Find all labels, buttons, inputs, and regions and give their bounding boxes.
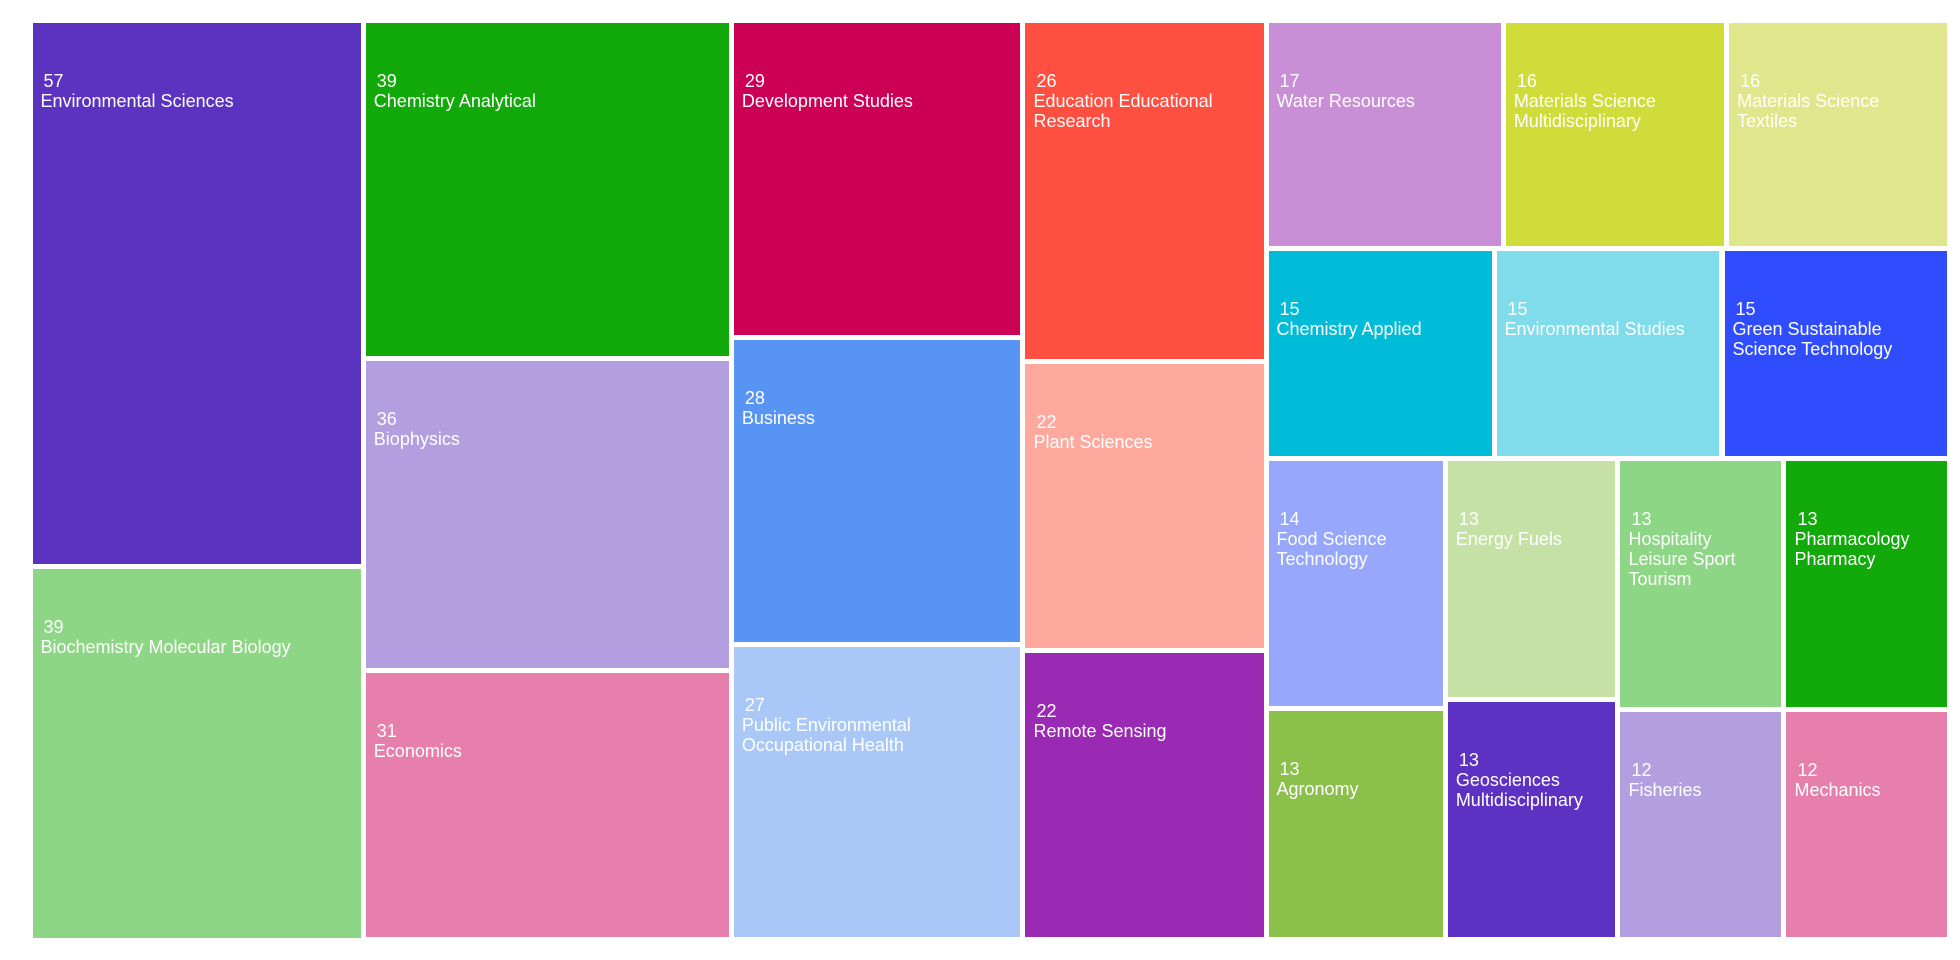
category-label: Biophysics: [373, 428, 460, 449]
category-label: Chemistry Applied: [1276, 319, 1422, 340]
treemap-cell: 13 Hospitality Leisure Sport Tourism: [1620, 461, 1782, 707]
value-label: 13: [1279, 758, 1300, 779]
category-label: Hospitality Leisure Sport Tourism: [1628, 529, 1736, 590]
category-label: Remote Sensing: [1033, 721, 1167, 742]
category-label: Chemistry Analytical: [373, 90, 536, 111]
value-label: 36: [376, 408, 397, 429]
category-label: Plant Sciences: [1033, 432, 1153, 453]
value-label: 39: [376, 70, 397, 91]
value-label: 13: [1458, 749, 1479, 770]
value-label: 12: [1631, 759, 1652, 780]
treemap-cell: 12 Mechanics: [1786, 711, 1948, 938]
treemap-cell: 39 Biochemistry Molecular Biology: [32, 568, 361, 938]
category-label: Water Resources: [1276, 90, 1415, 111]
value-label: 31: [376, 721, 397, 742]
value-label: 39: [43, 616, 64, 637]
treemap-cell: 13 Energy Fuels: [1447, 461, 1616, 697]
treemap-cell: 13 Geosciences Multidisciplinary: [1447, 701, 1616, 938]
category-label: Environmental Studies: [1504, 319, 1685, 340]
treemap-cell: 26 Education Educational Research: [1025, 22, 1264, 360]
value-label: 22: [1036, 412, 1057, 433]
value-label: 27: [744, 694, 765, 715]
category-label: Green Sustainable Science Technology: [1732, 319, 1893, 360]
value-label: 13: [1458, 509, 1479, 530]
treemap-cell: 31 Economics: [365, 673, 729, 938]
category-label: Mechanics: [1794, 779, 1881, 800]
category-label: Business: [741, 408, 815, 429]
treemap-cell: 16 Materials Science Textiles: [1729, 22, 1948, 247]
treemap-cell: 13 Agronomy: [1268, 710, 1443, 938]
value-label: 15: [1507, 299, 1528, 320]
category-label: Pharmacology Pharmacy: [1794, 529, 1910, 570]
treemap-cell: 57 Environmental Sciences: [32, 22, 361, 564]
value-label: 22: [1036, 701, 1057, 722]
value-label: 15: [1279, 299, 1300, 320]
treemap-cell: 22 Remote Sensing: [1025, 653, 1264, 938]
category-label: Agronomy: [1276, 778, 1359, 799]
category-label: Economics: [373, 741, 462, 762]
category-label: Biochemistry Molecular Biology: [40, 636, 291, 657]
category-label: Education Educational Research: [1033, 90, 1213, 131]
value-label: 28: [744, 388, 765, 409]
category-label: Materials Science Textiles: [1737, 90, 1880, 131]
treemap-cell: 17 Water Resources: [1268, 22, 1501, 247]
treemap-cell: 12 Fisheries: [1620, 711, 1782, 938]
treemap-cell: 29 Development Studies: [733, 22, 1021, 336]
category-label: Development Studies: [741, 90, 913, 111]
treemap-cell: 22 Plant Sciences: [1025, 364, 1264, 649]
category-label: Food Science Technology: [1276, 529, 1387, 570]
treemap: 57 Environmental Sciences 39 Biochemistry M…: [30, 20, 1950, 940]
value-label: 13: [1797, 509, 1818, 530]
category-label: Fisheries: [1628, 779, 1702, 800]
value-label: 26: [1036, 70, 1057, 91]
category-label: Materials Science Multidisciplinary: [1513, 90, 1656, 131]
treemap-cell: 15 Environmental Studies: [1496, 251, 1720, 457]
treemap-cell: 39 Chemistry Analytical: [365, 22, 729, 356]
category-label: Energy Fuels: [1455, 529, 1562, 550]
value-label: 13: [1631, 509, 1652, 530]
value-label: 15: [1735, 299, 1756, 320]
value-label: 16: [1516, 70, 1537, 91]
value-label: 57: [43, 70, 64, 91]
treemap-cell: 14 Food Science Technology: [1268, 461, 1443, 706]
category-label: Public Environmental Occupational Health: [741, 714, 911, 755]
treemap-cell: 28 Business: [733, 340, 1021, 642]
value-label: 12: [1797, 759, 1818, 780]
treemap-cell: 13 Pharmacology Pharmacy: [1786, 461, 1948, 707]
value-label: 16: [1740, 70, 1761, 91]
treemap-cell: 36 Biophysics: [365, 360, 729, 669]
category-label: Geosciences Multidisciplinary: [1455, 769, 1583, 810]
value-label: 29: [744, 70, 765, 91]
category-label: Environmental Sciences: [40, 90, 234, 111]
treemap-cell: 15 Chemistry Applied: [1268, 251, 1492, 457]
treemap-cell: 16 Materials Science Multidisciplinary: [1505, 22, 1725, 247]
value-label: 17: [1279, 70, 1300, 91]
value-label: 14: [1279, 509, 1300, 530]
treemap-cell: 27 Public Environmental Occupational Heal…: [733, 646, 1021, 938]
treemap-cell: 15 Green Sustainable Science Technology: [1724, 251, 1948, 457]
